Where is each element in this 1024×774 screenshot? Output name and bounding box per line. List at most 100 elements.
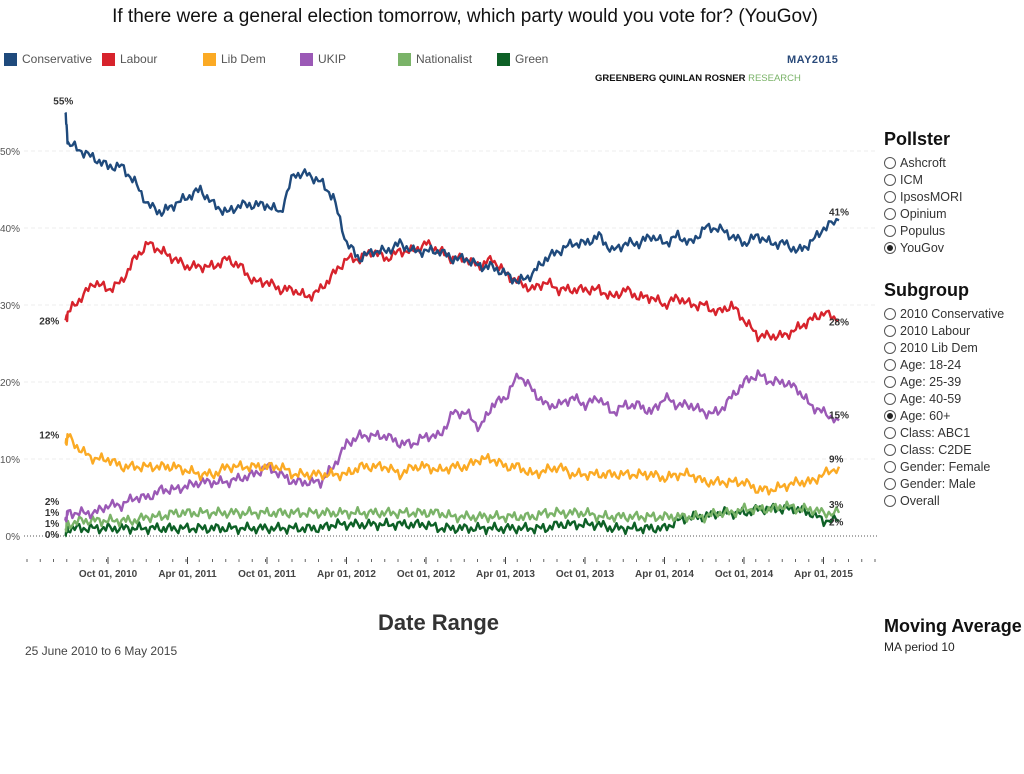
radio-button[interactable] (884, 409, 896, 422)
pollster-option[interactable]: Populus (884, 222, 963, 239)
legend-label: UKIP (318, 52, 347, 66)
subgroup-option[interactable]: Gender: Female (884, 458, 1004, 475)
legend-label: Nationalist (416, 52, 473, 66)
start-value-label: 12% (39, 431, 59, 442)
date-range-value[interactable]: 25 June 2010 to 6 May 2015 (25, 644, 178, 658)
subgroup-option[interactable]: 2010 Lib Dem (884, 339, 1004, 356)
radio-button[interactable] (884, 460, 896, 473)
subgroup-heading: Subgroup (884, 280, 969, 300)
series-line-lib-dem[interactable] (64, 433, 841, 496)
legend-swatch (497, 52, 510, 66)
x-tick-label: Oct 01, 2012 (397, 569, 456, 580)
series-line-labour[interactable] (64, 239, 840, 343)
radio-label: 2010 Labour (900, 323, 971, 338)
radio-button[interactable] (884, 392, 896, 405)
end-value-label: 41% (829, 207, 849, 218)
radio-button[interactable] (884, 358, 896, 371)
legend-item-green[interactable]: Green (497, 52, 548, 66)
start-value-label: 0% (45, 530, 60, 541)
chart-title: If there were a general election tomorro… (112, 6, 818, 27)
subgroup-option[interactable]: Age: 60+ (884, 407, 1004, 424)
y-tick-label: 30% (0, 301, 20, 312)
radio-button[interactable] (884, 341, 896, 354)
moving-average-value[interactable]: MA period 10 (884, 640, 955, 654)
radio-button[interactable] (884, 207, 896, 220)
radio-button[interactable] (884, 156, 896, 169)
series-line-ukip[interactable] (64, 369, 840, 523)
start-value-label: 55% (53, 97, 73, 108)
date-range-heading: Date Range (378, 610, 500, 635)
start-value-label: 1% (45, 519, 60, 530)
subgroup-option[interactable]: Class: C2DE (884, 441, 1004, 458)
end-value-label: 28% (829, 317, 849, 328)
subgroup-filter: Subgroup 2010 Conservative 2010 Labour 201… (884, 280, 1004, 509)
series-line-nationalist[interactable] (64, 500, 841, 533)
series-line-green[interactable] (64, 502, 840, 538)
pollster-heading: Pollster (884, 129, 951, 149)
end-value-label: 3% (829, 500, 844, 511)
radio-label: IpsosMORI (900, 189, 963, 204)
legend-swatch (203, 52, 216, 66)
radio-button[interactable] (884, 477, 896, 490)
pollster-option[interactable]: ICM (884, 171, 963, 188)
subgroup-option[interactable]: Age: 18-24 (884, 356, 1004, 373)
legend-item-nationalist[interactable]: Nationalist (398, 52, 472, 66)
radio-button[interactable] (884, 324, 896, 337)
brand-date: MAY2015 (787, 54, 839, 66)
y-tick-label: 50% (0, 147, 20, 158)
start-value-label: 28% (39, 316, 59, 327)
x-tick-label: Apr 01, 2012 (317, 569, 376, 580)
moving-average-heading: Moving Average (884, 616, 1022, 636)
subgroup-option[interactable]: Gender: Male (884, 475, 1004, 492)
radio-button[interactable] (884, 224, 896, 237)
radio-button[interactable] (884, 375, 896, 388)
subgroup-option[interactable]: Age: 25-39 (884, 373, 1004, 390)
brand-suffix: RESEARCH (748, 73, 801, 84)
subgroup-option[interactable]: Class: ABC1 (884, 424, 1004, 441)
radio-button[interactable] (884, 173, 896, 186)
series-line-conservative[interactable] (64, 111, 840, 285)
y-tick-label: 40% (0, 224, 20, 235)
x-tick-label: Oct 01, 2013 (556, 569, 615, 580)
end-value-label: 15% (829, 411, 849, 422)
brand-name: GREENBERG QUINLAN ROSNER (595, 73, 746, 84)
legend-swatch (4, 52, 17, 66)
pollster-option[interactable]: Ashcroft (884, 154, 963, 171)
pollster-filter: Pollster Ashcroft ICM IpsosMORI Opinium Popu… (884, 129, 963, 256)
x-tick-label: Oct 01, 2010 (79, 569, 138, 580)
legend-item-ukip[interactable]: UKIP (300, 52, 346, 66)
radio-label: Age: 40-59 (900, 391, 962, 406)
subgroup-option[interactable]: 2010 Labour (884, 322, 1004, 339)
legend-label: Conservative (22, 52, 93, 66)
subgroup-option[interactable]: Overall (884, 492, 1004, 509)
radio-label: Age: 25-39 (900, 374, 962, 389)
end-value-label: 2% (829, 518, 844, 529)
radio-button[interactable] (884, 494, 896, 507)
subgroup-option[interactable]: 2010 Conservative (884, 305, 1004, 322)
radio-label: Gender: Female (900, 459, 991, 474)
x-tick-label: Apr 01, 2011 (158, 569, 217, 580)
legend-item-labour[interactable]: Labour (102, 52, 157, 66)
pollster-option[interactable]: IpsosMORI (884, 188, 963, 205)
radio-label: 2010 Lib Dem (900, 340, 978, 355)
subgroup-option[interactable]: Age: 40-59 (884, 390, 1004, 407)
radio-button[interactable] (884, 307, 896, 320)
legend-item-lib-dem[interactable]: Lib Dem (203, 52, 266, 66)
radio-label: Class: ABC1 (900, 425, 971, 440)
pollster-option[interactable]: Opinium (884, 205, 963, 222)
y-tick-label: 20% (0, 378, 20, 389)
y-tick-label: 0% (6, 532, 21, 543)
legend-label: Green (515, 52, 549, 66)
radio-label: Class: C2DE (900, 442, 972, 457)
radio-label: Overall (900, 493, 940, 508)
radio-button[interactable] (884, 241, 896, 254)
radio-label: Opinium (900, 206, 947, 221)
radio-label: 2010 Conservative (900, 306, 1005, 321)
line-chart: 0% 10% 20% 30% 40% 50% Oct 01, 2010 Apr 01, 201… (0, 97, 878, 580)
radio-button[interactable] (884, 190, 896, 203)
radio-button[interactable] (884, 443, 896, 456)
y-tick-label: 10% (0, 455, 20, 466)
radio-button[interactable] (884, 426, 896, 439)
pollster-option[interactable]: YouGov (884, 239, 963, 256)
legend-item-conservative[interactable]: Conservative (4, 52, 92, 66)
